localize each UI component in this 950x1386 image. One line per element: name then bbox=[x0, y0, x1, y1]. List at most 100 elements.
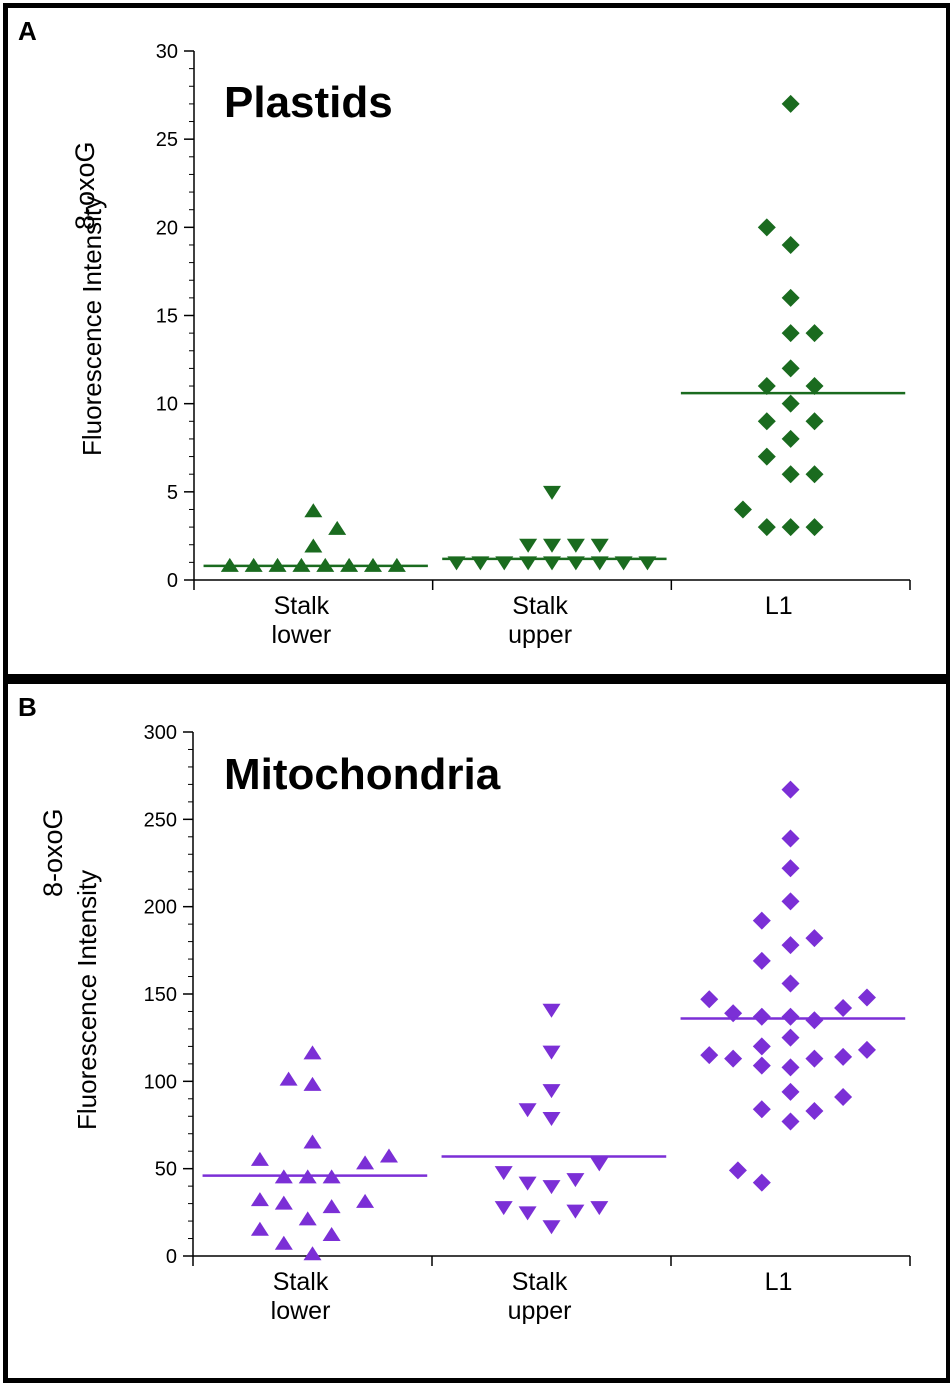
panel-a-point-triangle-down bbox=[543, 538, 561, 553]
panel-b-point-diamond bbox=[752, 1100, 771, 1119]
panel-b-point-triangle-up bbox=[356, 1155, 375, 1170]
panel-a-point-diamond bbox=[781, 429, 800, 448]
panel-b-x-tick-label: Stalk bbox=[273, 1268, 329, 1296]
panel-a-point-diamond bbox=[757, 218, 776, 237]
panel-b-point-diamond bbox=[781, 1028, 800, 1047]
panel-a-point-diamond bbox=[805, 465, 824, 484]
panel-a-point-diamond bbox=[805, 377, 824, 396]
panel-b-point-diamond bbox=[781, 892, 800, 911]
panel-b-point-triangle-down bbox=[542, 1084, 561, 1099]
panel-a-point-diamond bbox=[781, 288, 800, 307]
panel-b-point-diamond bbox=[724, 1004, 743, 1023]
panel-b-point-triangle-up bbox=[298, 1211, 317, 1226]
panel-b-point-triangle-down bbox=[566, 1173, 585, 1188]
panel-a-y-tick-label: 5 bbox=[167, 482, 178, 504]
panel-b-point-diamond bbox=[781, 1112, 800, 1131]
panel-b-x-tick-label: Stalk bbox=[512, 1268, 568, 1296]
panel-b-point-diamond bbox=[834, 1047, 853, 1066]
panel-b-point-triangle-up bbox=[279, 1071, 298, 1086]
panel-b-point-diamond bbox=[724, 1049, 743, 1068]
panel-b-point-triangle-up bbox=[356, 1193, 375, 1208]
panel-b-point-triangle-up bbox=[274, 1235, 293, 1250]
panel-a-point-triangle-up bbox=[304, 503, 323, 518]
panel-b-point-diamond bbox=[700, 1046, 719, 1065]
panel-b-point-diamond bbox=[752, 1173, 771, 1192]
panel-b-point-triangle-up bbox=[303, 1246, 322, 1261]
panel-a-point-diamond bbox=[757, 518, 776, 537]
panel-b-point-triangle-down bbox=[542, 1220, 561, 1235]
panel-b-point-triangle-down bbox=[518, 1206, 537, 1221]
panel-b-point-diamond bbox=[805, 929, 824, 948]
panel-a-x-tick-label-line2: upper bbox=[508, 621, 572, 649]
panel-b-point-triangle-down bbox=[542, 1180, 561, 1195]
panel-b-point-triangle-up bbox=[322, 1199, 341, 1214]
panel-a-point-diamond bbox=[781, 465, 800, 484]
panel-b-point-triangle-down bbox=[518, 1103, 537, 1118]
panel-b-point-diamond bbox=[834, 998, 853, 1017]
panel-b-x-tick-label-line2: upper bbox=[508, 1297, 572, 1325]
panel-a-point-triangle-down bbox=[519, 538, 538, 553]
panel-a-y-tick-label: 30 bbox=[156, 41, 178, 63]
panel-b-x-tick-label-line2: lower bbox=[271, 1297, 331, 1325]
panel-b-point-triangle-up bbox=[322, 1227, 341, 1242]
panel-b-y-tick-label: 50 bbox=[155, 1159, 177, 1181]
panel-b-point-triangle-down bbox=[590, 1201, 609, 1216]
panel-b-point-triangle-up bbox=[303, 1045, 322, 1060]
panel-b-point-diamond bbox=[805, 1011, 824, 1030]
panel-b-point-diamond bbox=[781, 829, 800, 848]
panel-b-point-diamond bbox=[857, 988, 876, 1007]
panel-a-point-diamond bbox=[781, 235, 800, 254]
panel-b-point-triangle-down bbox=[494, 1166, 513, 1181]
panel-b-y-tick-label: 200 bbox=[144, 897, 177, 919]
panel-b-x-tick-label: L1 bbox=[765, 1268, 793, 1296]
panel-b-point-diamond bbox=[781, 974, 800, 993]
panel-a-point-diamond bbox=[733, 500, 752, 519]
panel-a-x-tick-label: Stalk bbox=[512, 592, 568, 620]
panel-b-point-diamond bbox=[752, 1056, 771, 1075]
panel-b-point-triangle-up bbox=[250, 1192, 269, 1207]
panel-b-point-diamond bbox=[781, 1058, 800, 1077]
panel-b-point-triangle-up bbox=[303, 1134, 322, 1149]
panel-b-point-triangle-down bbox=[542, 1112, 561, 1127]
panel-a-point-diamond bbox=[781, 94, 800, 113]
panel-b-point-diamond bbox=[834, 1088, 853, 1107]
panel-b-point-diamond bbox=[857, 1040, 876, 1059]
panel-b-point-triangle-down bbox=[590, 1157, 609, 1172]
panel-b-point-diamond bbox=[752, 951, 771, 970]
panel-b-point-diamond bbox=[700, 990, 719, 1009]
panel-a-point-diamond bbox=[757, 412, 776, 431]
panel-b-point-triangle-up bbox=[379, 1148, 398, 1163]
panel-b-point-diamond bbox=[752, 1007, 771, 1026]
panel-b-point-diamond bbox=[781, 780, 800, 799]
panel-b-point-triangle-down bbox=[518, 1176, 537, 1191]
panel-b-point-triangle-up bbox=[303, 1076, 322, 1091]
panel-a-point-diamond bbox=[781, 324, 800, 343]
panel-a-y-tick-label: 25 bbox=[156, 129, 178, 151]
panel-a-x-tick-label: L1 bbox=[765, 592, 793, 620]
panel-b-point-triangle-down bbox=[542, 1003, 561, 1018]
panel-a-y-tick-label: 15 bbox=[156, 306, 178, 328]
panel-a-label: A bbox=[18, 16, 37, 46]
panel-b-point-diamond bbox=[781, 936, 800, 955]
panel-b-y-tick-label: 250 bbox=[144, 809, 177, 831]
panel-b-point-diamond bbox=[805, 1049, 824, 1068]
panel-a-point-triangle-down bbox=[566, 538, 585, 553]
panel-a-y-tick-label: 0 bbox=[167, 570, 178, 592]
panel-a-point-diamond bbox=[805, 324, 824, 343]
panel-a-point-triangle-up bbox=[304, 538, 323, 553]
panel-a-x-tick-label-line2: lower bbox=[272, 621, 332, 649]
panel-b-point-diamond bbox=[781, 859, 800, 878]
panel-b-point-triangle-down bbox=[494, 1201, 513, 1216]
panel-b-point-triangle-up bbox=[274, 1195, 293, 1210]
panel-a-title: Plastids bbox=[224, 78, 393, 127]
panel-b-point-diamond bbox=[781, 1082, 800, 1101]
panel-a-point-diamond bbox=[805, 518, 824, 537]
panel-b-y-tick-label: 0 bbox=[166, 1246, 177, 1268]
panel-b-y-tick-label: 300 bbox=[144, 722, 177, 744]
panel-b: B 8-oxoG Fluorescence Intensity Mitochon… bbox=[3, 679, 950, 1383]
panel-a-point-diamond bbox=[757, 447, 776, 466]
panel-b-y-tick-label: 100 bbox=[144, 1071, 177, 1093]
panel-b-point-diamond bbox=[805, 1102, 824, 1121]
